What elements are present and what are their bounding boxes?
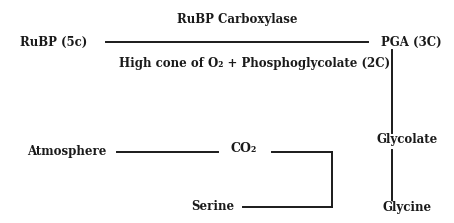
Text: Serine: Serine [192, 200, 235, 213]
Text: CO₂: CO₂ [231, 142, 257, 155]
Text: RuBP (5c): RuBP (5c) [20, 35, 88, 48]
Text: RuBP Carboxylase: RuBP Carboxylase [177, 12, 297, 25]
Text: PGA (3C): PGA (3C) [381, 35, 441, 48]
Text: Glycine: Glycine [382, 200, 432, 213]
Text: Atmosphere: Atmosphere [27, 145, 107, 159]
Text: Glycolate: Glycolate [376, 134, 438, 147]
Text: High cone of O₂ + Phosphoglycolate (2C): High cone of O₂ + Phosphoglycolate (2C) [119, 58, 390, 70]
